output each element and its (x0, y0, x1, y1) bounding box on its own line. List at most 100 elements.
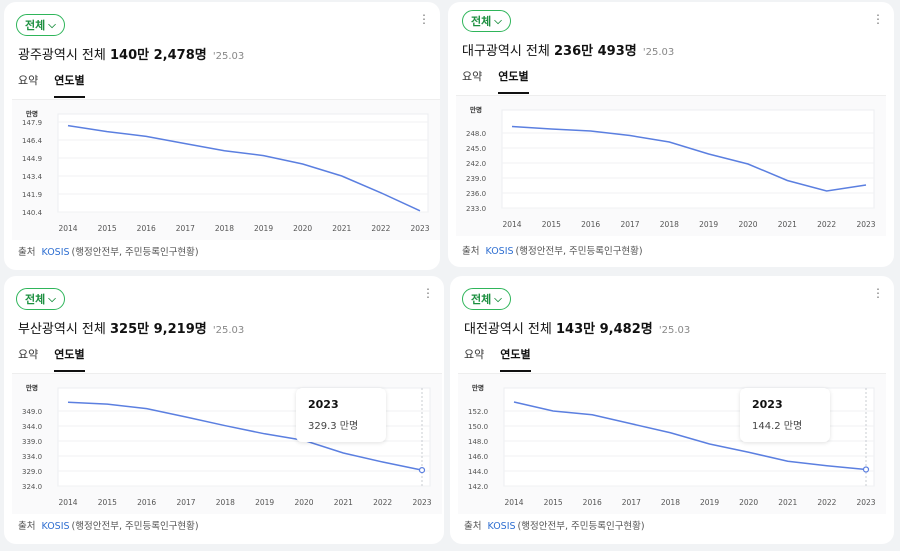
tooltip-value: 144.2 만명 (752, 421, 803, 432)
more-icon[interactable]: ⋮ (872, 286, 884, 300)
x-tick-label: 2017 (622, 498, 641, 507)
filter-chip[interactable]: 전체 ⌵ (462, 288, 511, 310)
tab-yearly[interactable]: 연도별 (54, 346, 85, 372)
y-tick-label: 245.0 (466, 145, 486, 153)
x-tick-label: 2021 (332, 224, 351, 233)
filter-chip-label: 전체 (471, 15, 492, 28)
y-unit-label: 만명 (26, 109, 38, 118)
tab-summary[interactable]: 요약 (462, 70, 483, 83)
source-detail: (행정안전부, 주민등록인구현황) (517, 521, 645, 532)
y-tick-label: 233.0 (466, 205, 486, 213)
source-label: 출처 (18, 521, 36, 532)
x-tick-label: 2018 (660, 220, 679, 229)
source-line: 출처 KOSIS (행정안전부, 주민등록인구현황) (462, 243, 643, 257)
tabs: 요약 연도별 (464, 346, 547, 372)
card-title: 광주광역시 전체 140만 2,478명 '25.03 (18, 44, 244, 63)
y-unit-label: 만명 (26, 383, 38, 392)
tooltip-year: 2023 (308, 398, 339, 411)
filter-chip-label: 전체 (25, 293, 46, 306)
y-tick-label: 239.0 (466, 175, 486, 183)
source-detail: (행정안전부, 주민등록인구현황) (515, 246, 643, 257)
source-label: 출처 (18, 247, 36, 258)
tab-yearly[interactable]: 연도별 (500, 346, 531, 372)
tab-yearly[interactable]: 연도별 (498, 68, 529, 94)
x-tick-label: 2023 (856, 220, 875, 229)
chevron-down-icon: ⌵ (494, 15, 502, 27)
source-link[interactable]: KOSIS (41, 247, 70, 258)
y-tick-label: 349.0 (22, 408, 42, 416)
y-tick-label: 324.0 (22, 483, 42, 491)
x-tick-label: 2021 (778, 498, 797, 507)
x-tick-label: 2017 (176, 224, 195, 233)
x-tick-label: 2020 (293, 224, 312, 233)
x-tick-label: 2016 (581, 220, 600, 229)
series-line (513, 401, 867, 471)
source-detail: (행정안전부, 주민등록인구현황) (71, 521, 199, 532)
chart-svg: 만명 248.0 245.0 242.0 239.0 236.0 233.0 2014 2015… (466, 105, 876, 229)
plot-area (57, 113, 429, 213)
x-tick-label: 2015 (542, 220, 561, 229)
tabs: 요약 연도별 (462, 68, 545, 94)
tab-yearly[interactable]: 연도별 (54, 72, 85, 98)
region-name: 대구광역시 전체 (462, 44, 550, 59)
x-tick-label: 2014 (58, 498, 77, 507)
more-icon[interactable]: ⋮ (418, 12, 430, 26)
x-tick-label: 2022 (371, 224, 390, 233)
tabs: 요약 연도별 (18, 72, 101, 98)
y-tick-label: 147.9 (22, 119, 42, 127)
card-gwangju: 전체 ⌵ ⋮ 광주광역시 전체 140만 2,478명 '25.03 요약 연도별 … (4, 2, 440, 270)
population-value: 140만 2,478명 (110, 48, 207, 63)
y-tick-label: 248.0 (466, 130, 486, 138)
source-label: 출처 (462, 246, 480, 257)
source-link[interactable]: KOSIS (487, 521, 516, 532)
tabs: 요약 연도별 (18, 346, 101, 372)
x-tick-label: 2017 (620, 220, 639, 229)
more-icon[interactable]: ⋮ (422, 286, 434, 300)
tooltip-year: 2023 (752, 398, 783, 411)
x-tick-label: 2014 (502, 220, 521, 229)
x-tick-label: 2014 (504, 498, 523, 507)
filter-chip[interactable]: 전체 ⌵ (16, 14, 65, 36)
x-tick-label: 2022 (373, 498, 392, 507)
tab-summary[interactable]: 요약 (18, 348, 39, 361)
source-link[interactable]: KOSIS (485, 246, 514, 257)
tab-summary[interactable]: 요약 (464, 348, 485, 361)
y-tick-label: 344.0 (22, 423, 42, 431)
y-unit-label: 만명 (472, 383, 484, 392)
more-icon[interactable]: ⋮ (872, 12, 884, 26)
filter-chip-label: 전체 (25, 19, 46, 32)
filter-chip[interactable]: 전체 ⌵ (462, 10, 511, 32)
x-tick-label: 2023 (410, 224, 429, 233)
x-tick-label: 2016 (137, 498, 156, 507)
data-point (862, 466, 870, 473)
x-tick-label: 2015 (98, 498, 117, 507)
chart-tooltip: 2023 144.2 만명 (740, 388, 830, 442)
tooltip-value: 329.3 만명 (308, 421, 359, 432)
region-name: 대전광역시 전체 (464, 322, 552, 337)
x-tick-label: 2017 (176, 498, 195, 507)
x-tick-label: 2021 (778, 220, 797, 229)
data-point (418, 466, 426, 474)
series-line (67, 401, 423, 471)
card-title: 대구광역시 전체 236만 493명 '25.03 (462, 40, 674, 59)
source-line: 출처 KOSIS (행정안전부, 주민등록인구현황) (18, 244, 199, 258)
filter-chip[interactable]: 전체 ⌵ (16, 288, 65, 310)
y-tick-label: 141.9 (22, 191, 42, 199)
line-chart: 만명 248.0 245.0 242.0 239.0 236.0 233.0 2014 2015… (456, 95, 886, 236)
y-tick-label: 140.4 (22, 209, 43, 217)
card-daegu: 전체 ⌵ ⋮ 대구광역시 전체 236만 493명 '25.03 요약 연도별 만명… (448, 2, 894, 267)
source-line: 출처 KOSIS (행정안전부, 주민등록인구현황) (18, 518, 199, 532)
population-value: 143만 9,482명 (556, 322, 653, 337)
source-link[interactable]: KOSIS (41, 521, 70, 532)
y-unit-label: 만명 (470, 105, 482, 114)
line-chart: 만명 147.9 146.4 144.9 143.4 141.9 140.4 2014 2015… (12, 99, 440, 240)
x-tick-label: 2015 (544, 498, 563, 507)
y-tick-label: 329.0 (22, 468, 42, 476)
x-tick-label: 2022 (817, 498, 836, 507)
source-detail: (행정안전부, 주민등록인구현황) (71, 247, 199, 258)
series-line (67, 124, 421, 212)
source-label: 출처 (464, 521, 482, 532)
tab-summary[interactable]: 요약 (18, 74, 39, 87)
x-tick-label: 2018 (215, 224, 234, 233)
